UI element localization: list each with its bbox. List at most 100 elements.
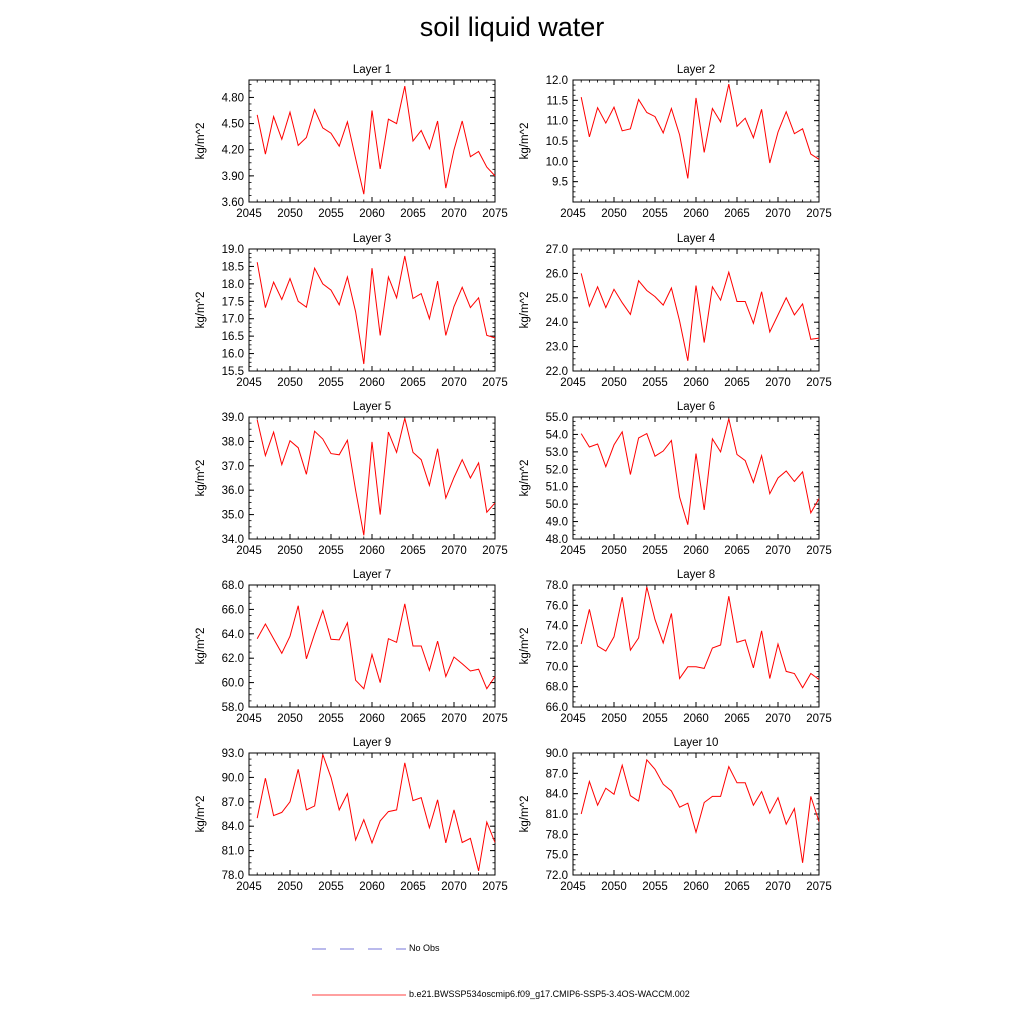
x-tick-label: 2045: [560, 377, 586, 389]
panel-title: Layer 2: [677, 64, 715, 76]
plot-frame: [572, 584, 820, 708]
y-tick-label: 76.0: [546, 600, 568, 612]
x-tick-label: 2050: [601, 545, 627, 557]
x-tick-label: 2045: [560, 713, 586, 725]
y-tick-label: 16.5: [222, 331, 244, 343]
x-tick-label: 2055: [318, 881, 344, 893]
x-tick-label: 2065: [400, 881, 426, 893]
y-tick-label: 66.0: [222, 604, 244, 616]
y-tick-label: 54.0: [546, 429, 568, 441]
y-tick-label: 12.0: [546, 75, 568, 87]
x-tick-label: 2065: [400, 713, 426, 725]
x-tick-label: 2075: [482, 208, 508, 220]
y-axis-label: kg/m^2: [195, 460, 207, 497]
x-tick-label: 2075: [806, 881, 832, 893]
x-tick-label: 2050: [277, 545, 303, 557]
x-tick-label: 2055: [642, 881, 668, 893]
x-tick-label: 2070: [765, 545, 791, 557]
x-tick-label: 2075: [806, 377, 832, 389]
series-line-layer-4: [580, 270, 820, 361]
x-tick-label: 2045: [560, 208, 586, 220]
y-tick-label: 26.0: [546, 268, 568, 280]
x-tick-label: 2055: [318, 545, 344, 557]
x-tick-label: 2070: [441, 208, 467, 220]
legend-model-label: b.e21.BWSSP534oscmip6.f09_g17.CMIP6-SSP5…: [409, 989, 690, 999]
x-tick-label: 2070: [765, 208, 791, 220]
y-tick-label: 74.0: [546, 621, 568, 633]
x-tick-label: 2060: [359, 881, 385, 893]
y-axis-label: kg/m^2: [195, 123, 207, 160]
y-tick-label: 78.0: [546, 580, 568, 592]
y-tick-label: 84.0: [546, 789, 568, 801]
chart-panel-layer-4: Layer 4 kg/m^2 2045 2050 2055 2060 2065 2070 207…: [519, 233, 832, 389]
y-tick-label: 51.0: [546, 482, 568, 494]
x-tick-label: 2065: [724, 208, 750, 220]
x-tick-label: 2050: [601, 881, 627, 893]
x-tick-label: 2050: [277, 208, 303, 220]
y-tick-label: 39.0: [222, 412, 244, 424]
y-tick-label: 90.0: [222, 772, 244, 784]
y-tick-label: 68.0: [546, 682, 568, 694]
y-tick-label: 3.90: [222, 171, 244, 183]
y-tick-label: 11.5: [546, 95, 568, 107]
y-tick-label: 27.0: [546, 244, 568, 256]
x-tick-label: 2055: [642, 545, 668, 557]
panel-title: Layer 7: [353, 569, 391, 581]
x-tick-label: 2045: [560, 881, 586, 893]
x-tick-label: 2075: [806, 713, 832, 725]
figure-title: soil liquid water: [419, 12, 605, 42]
x-tick-label: 2070: [441, 545, 467, 557]
x-tick-label: 2065: [400, 208, 426, 220]
y-axis-label: kg/m^2: [519, 123, 531, 160]
x-tick-label: 2065: [724, 545, 750, 557]
y-axis-label: kg/m^2: [519, 460, 531, 497]
y-tick-label: 11.0: [546, 116, 568, 128]
y-tick-label: 55.0: [546, 412, 568, 424]
chart-panel-layer-10: Layer 10 kg/m^2 2045 2050 2055 2060 2065 2070 20…: [519, 737, 832, 893]
chart-panel-layer-3: Layer 3 kg/m^2 2045 2050 2055 2060 2065 2070 207…: [195, 233, 508, 389]
x-tick-label: 2055: [318, 208, 344, 220]
y-tick-label: 9.5: [552, 177, 568, 189]
y-tick-label: 58.0: [222, 702, 244, 714]
x-tick-label: 2060: [359, 208, 385, 220]
y-tick-label: 35.0: [222, 510, 244, 522]
x-tick-label: 2060: [359, 713, 385, 725]
x-tick-label: 2045: [560, 545, 586, 557]
x-tick-label: 2070: [765, 377, 791, 389]
y-tick-label: 49.0: [546, 517, 568, 529]
x-tick-label: 2045: [236, 881, 262, 893]
chart-panel-layer-5: Layer 5 kg/m^2 2045 2050 2055 2060 2065 2070 207…: [195, 401, 508, 557]
chart-panel-layer-2: Layer 2 kg/m^2 2045 2050 2055 2060 2065 2070 207…: [519, 64, 832, 220]
y-axis-label: kg/m^2: [195, 628, 207, 665]
y-tick-label: 4.80: [222, 92, 244, 104]
series-line-layer-5: [256, 418, 496, 536]
x-tick-label: 2060: [683, 713, 709, 725]
y-tick-label: 38.0: [222, 436, 244, 448]
y-tick-label: 4.50: [222, 119, 244, 131]
panel-title: Layer 3: [353, 233, 391, 245]
plot-frame: [572, 752, 820, 876]
x-tick-label: 2070: [765, 713, 791, 725]
series-line-layer-6: [580, 418, 820, 525]
x-tick-label: 2050: [277, 377, 303, 389]
y-tick-label: 24.0: [546, 317, 568, 329]
x-tick-label: 2070: [441, 881, 467, 893]
y-tick-label: 50.0: [546, 499, 568, 511]
x-tick-label: 2055: [642, 713, 668, 725]
x-tick-label: 2055: [642, 208, 668, 220]
x-tick-label: 2060: [359, 545, 385, 557]
panel-title: Layer 4: [677, 233, 716, 245]
legend-obs-label: No Obs: [409, 943, 440, 953]
y-tick-label: 87.0: [546, 768, 568, 780]
y-tick-label: 4.20: [222, 145, 244, 157]
x-tick-label: 2060: [683, 545, 709, 557]
y-tick-label: 34.0: [222, 534, 244, 546]
panel-title: Layer 8: [677, 569, 715, 581]
x-tick-label: 2065: [724, 881, 750, 893]
y-tick-label: 81.0: [546, 809, 568, 821]
x-tick-label: 2070: [441, 713, 467, 725]
x-tick-label: 2065: [400, 545, 426, 557]
chart-panel-layer-7: Layer 7 kg/m^2 2045 2050 2055 2060 2065 2070 207…: [195, 569, 508, 725]
y-axis-label: kg/m^2: [519, 796, 531, 833]
